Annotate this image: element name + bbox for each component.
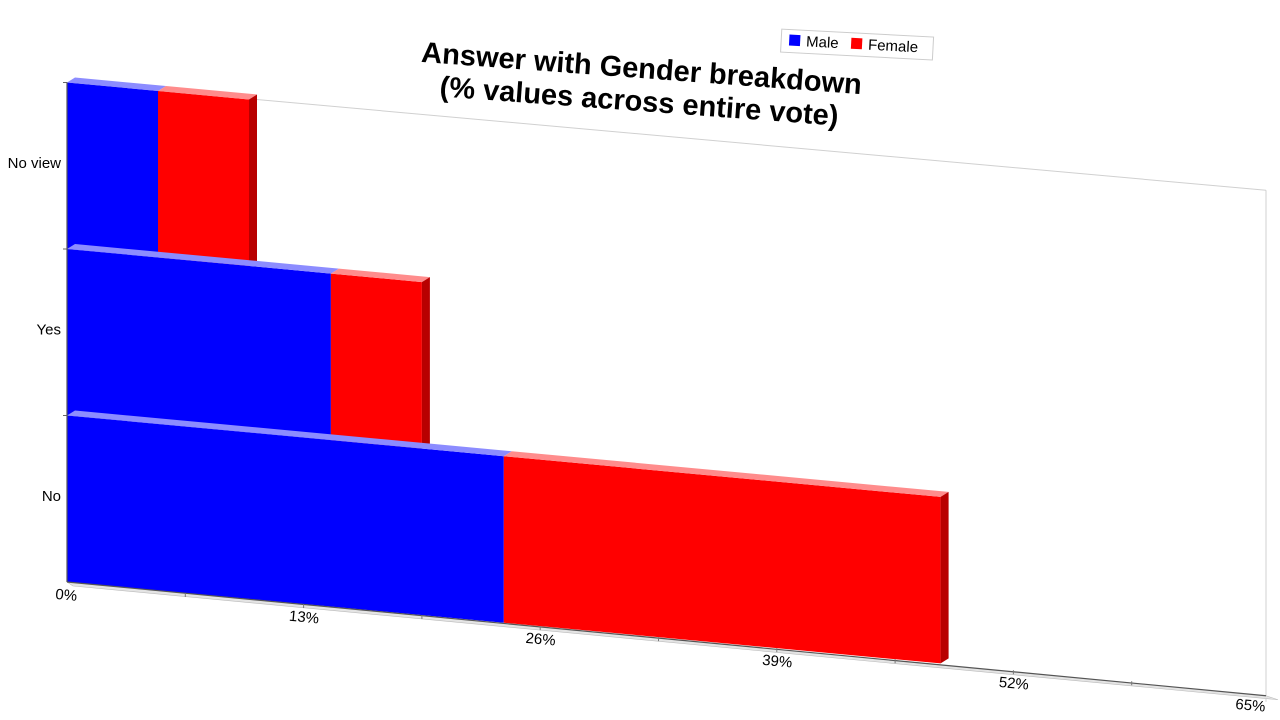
bar-no-view-male: [67, 82, 158, 258]
axes: [63, 82, 1267, 697]
bar-no-female-top: [503, 451, 949, 497]
bar-no-view-female: [158, 90, 249, 266]
legend-label-female: Female: [868, 37, 919, 57]
legend-swatch-female: [850, 37, 863, 50]
bar-yes-female-top: [330, 268, 430, 283]
x-axis-line: [66, 581, 1267, 697]
bar-no-male: [67, 415, 504, 623]
legend-swatch-male: [788, 34, 801, 47]
legend-label-male: Male: [806, 33, 839, 52]
legend: Male Female: [780, 28, 935, 61]
category-labels: No view Yes No: [8, 155, 62, 505]
bars: [67, 77, 949, 664]
x-tick-label-4: 52%: [998, 674, 1029, 694]
bar-yes-male-top: [67, 244, 339, 274]
x-tick-label-5: 65%: [1235, 696, 1266, 716]
bar-no-male-top: [67, 410, 512, 457]
category-label-yes: Yes: [37, 321, 61, 338]
x-tick-label-0: 0%: [55, 586, 78, 605]
x-tick-label-1: 13%: [288, 608, 319, 628]
bar-yes-female: [330, 273, 422, 449]
x-tick-label-3: 39%: [761, 652, 792, 672]
bar-no-female-side: [940, 491, 949, 664]
category-label-no-view: No view: [8, 155, 62, 172]
bar-yes-female-side: [421, 277, 430, 449]
x-tick-labels: 0% 13% 26% 39% 52% 65%: [55, 586, 1266, 716]
plot-top-edge: [66, 82, 1267, 191]
category-label-no: No: [42, 488, 61, 505]
bar-no-female: [503, 456, 941, 664]
bar-no-view-male-top: [67, 77, 166, 91]
bar-no-view-female-top: [158, 85, 257, 100]
bar-no-view-female-side: [249, 94, 257, 266]
bar-yes-male: [67, 249, 331, 441]
x-tick-label-2: 26%: [525, 630, 556, 650]
